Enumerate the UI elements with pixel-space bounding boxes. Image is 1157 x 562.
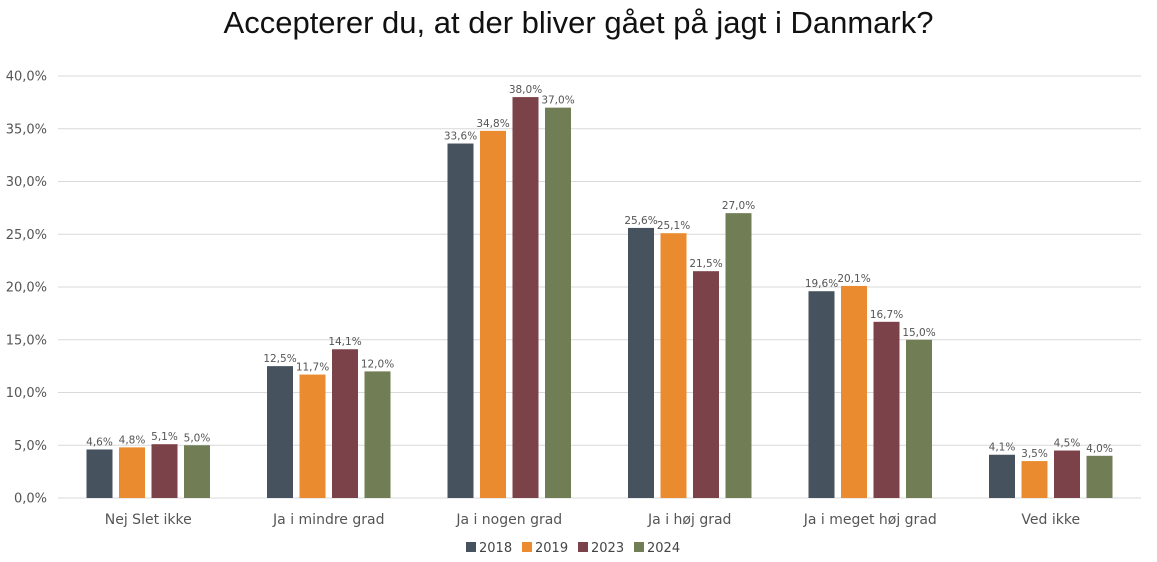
bar-2019 <box>660 233 687 498</box>
x-axis-categories: Nej Slet ikke Ja i mindre grad Ja i nogen … <box>105 512 1080 528</box>
data-label: 38,0% <box>509 84 542 96</box>
data-label: 11,7% <box>296 362 329 374</box>
bar-2019 <box>1021 461 1048 498</box>
data-label: 34,8% <box>476 118 509 130</box>
y-tick-label: 35,0% <box>6 122 47 137</box>
bar-2018 <box>267 366 293 498</box>
data-label: 33,6% <box>444 131 477 143</box>
data-label: 20,1% <box>837 273 870 285</box>
bar-2023 <box>151 444 178 498</box>
data-labels: 4,6% 4,8% 5,1% 5,0% 12,5%11,7% 14,1%12,0% 33,6… <box>86 84 1113 460</box>
data-label: 3,5% <box>1021 448 1048 460</box>
data-label: 4,5% <box>1054 438 1081 450</box>
data-label: 12,0% <box>361 358 394 370</box>
data-label: 27,0% <box>722 200 755 212</box>
bar-2019 <box>119 447 145 498</box>
bar-2018 <box>447 143 474 498</box>
data-label: 19,6% <box>805 278 838 290</box>
data-label: 16,7% <box>870 309 903 321</box>
category-label: Ja i nogen grad <box>455 512 562 528</box>
category-label: Ja i meget høj grad <box>803 512 937 528</box>
bar-2024 <box>906 339 932 498</box>
data-label: 5,0% <box>184 432 211 444</box>
legend-label-2023: 2023 <box>591 541 624 556</box>
y-tick-label: 0,0% <box>14 492 47 507</box>
bar-2024 <box>184 445 210 498</box>
y-tick-label: 20,0% <box>6 281 47 296</box>
data-label: 5,1% <box>151 431 178 443</box>
data-label: 4,6% <box>86 436 113 448</box>
bar-2018 <box>86 449 113 498</box>
bar-2018 <box>989 454 1015 498</box>
legend-swatch-2018 <box>466 542 476 552</box>
category-label: Ved ikke <box>1021 512 1080 528</box>
bar-2019 <box>299 374 326 498</box>
bar-2024 <box>545 107 571 499</box>
data-label: 25,1% <box>657 220 690 232</box>
bar-2023 <box>873 321 900 498</box>
legend-label-2024: 2024 <box>647 541 680 556</box>
legend: 2018 2019 2023 2024 <box>466 541 680 556</box>
bar-2024 <box>725 213 752 498</box>
data-label: 4,8% <box>119 434 146 446</box>
y-tick-label: 30,0% <box>6 175 47 190</box>
category-label: Ja i mindre grad <box>272 512 384 528</box>
bar-2019 <box>480 130 506 499</box>
bars <box>86 97 1113 499</box>
y-tick-label: 25,0% <box>6 228 47 243</box>
data-label: 12,5% <box>263 353 296 365</box>
data-label: 4,1% <box>989 442 1016 454</box>
bar-2024 <box>364 371 391 498</box>
y-tick-label: 5,0% <box>14 439 47 454</box>
legend-swatch-2024 <box>634 542 644 552</box>
legend-label-2019: 2019 <box>535 541 568 556</box>
category-label: Nej Slet ikke <box>105 512 192 528</box>
y-tick-label: 10,0% <box>6 386 47 401</box>
bar-2023 <box>1054 450 1080 498</box>
bar-2018 <box>628 227 654 499</box>
legend-swatch-2019 <box>522 542 532 552</box>
bar-2019 <box>841 285 867 498</box>
legend-label-2018: 2018 <box>479 541 512 556</box>
data-label: 14,1% <box>328 336 361 348</box>
category-label: Ja i høj grad <box>647 512 731 528</box>
data-label: 37,0% <box>541 95 574 107</box>
chart-title: Accepterer du, at der bliver gået på jag… <box>223 5 934 40</box>
legend-swatch-2023 <box>578 542 588 552</box>
bar-2018 <box>808 291 835 498</box>
data-label: 25,6% <box>624 215 657 227</box>
y-tick-label: 15,0% <box>6 333 47 348</box>
data-label: 21,5% <box>689 258 722 270</box>
bar-2024 <box>1086 455 1113 498</box>
y-axis-ticks: 0,0% 5,0% 10,0% 15,0% 20,0% 25,0% 30,0% 35,0% 40… <box>6 70 47 507</box>
gridlines <box>58 75 1141 499</box>
data-label: 15,0% <box>902 327 935 339</box>
bar-2023 <box>332 349 358 498</box>
bar-2023 <box>693 271 719 498</box>
bar-2023 <box>512 97 539 498</box>
data-label: 4,0% <box>1086 443 1113 455</box>
y-tick-label: 40,0% <box>6 70 47 85</box>
